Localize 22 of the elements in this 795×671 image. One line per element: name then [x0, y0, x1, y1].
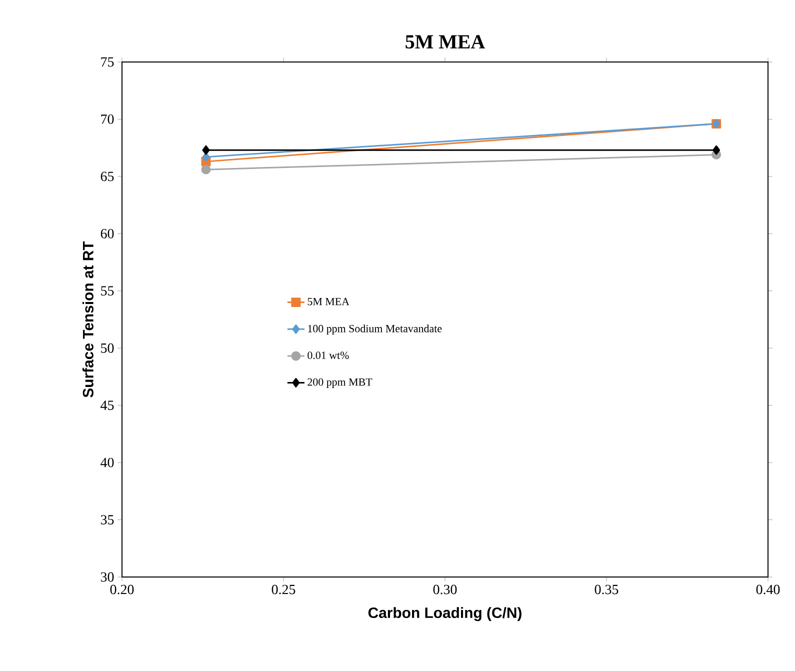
- y-tick-label: 70: [101, 114, 114, 124]
- y-tick-label: 40: [100, 458, 114, 468]
- y-tick-label: 30: [100, 572, 114, 582]
- y-tick-label: 75: [101, 57, 114, 67]
- y-tick-label: 50: [101, 343, 114, 353]
- legend-label: 200 ppm MBT: [308, 378, 372, 388]
- x-tick-label: 0.35: [594, 584, 618, 594]
- legend-label: 5M MEA: [308, 298, 350, 306]
- x-axis-title: Carbon Loading (C/N): [368, 607, 522, 622]
- y-axis-title: Surface Tension at RT: [82, 241, 94, 398]
- x-tick-label: 0.30: [433, 584, 457, 594]
- x-tick-label: 0.25: [272, 584, 296, 594]
- legend-label: 0.01 wt%: [308, 352, 349, 360]
- y-tick-label: 60: [100, 228, 114, 238]
- y-tick-label: 35: [100, 515, 114, 524]
- chart-title: 5M MEA: [406, 35, 485, 49]
- y-tick-label: 65: [100, 172, 114, 182]
- y-tick-label: 55: [101, 286, 114, 296]
- y-tick-label: 45: [100, 400, 114, 410]
- x-tick-label: 0.20: [110, 584, 134, 594]
- legend-label: 100 ppm Sodium Metavandate: [308, 324, 442, 335]
- x-tick-label: 0.40: [756, 584, 780, 594]
